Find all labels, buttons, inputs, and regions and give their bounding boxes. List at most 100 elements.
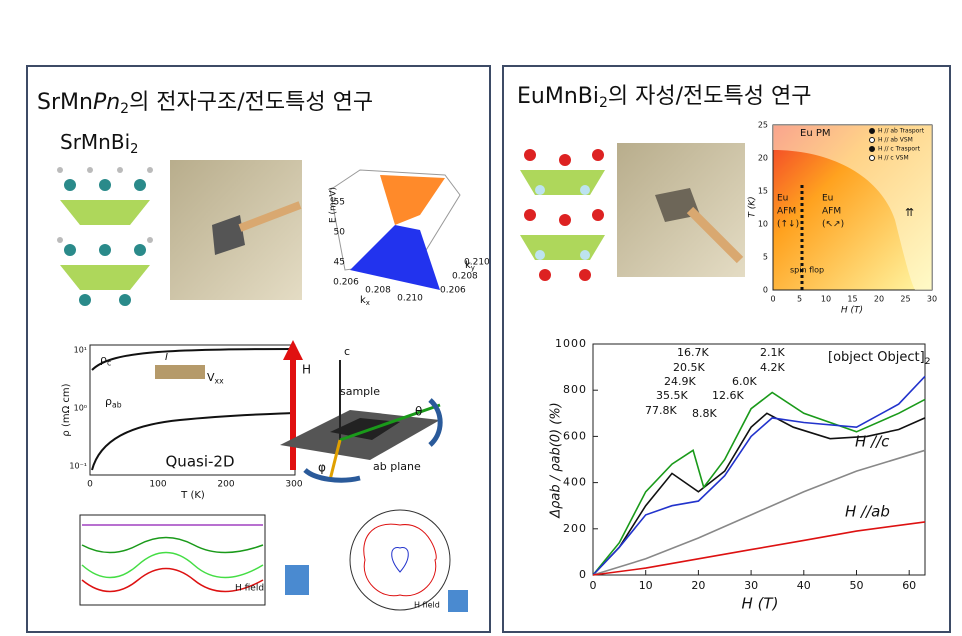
label: Eu bbox=[822, 194, 833, 204]
label: 15 bbox=[847, 295, 857, 304]
label: Eu PM bbox=[800, 128, 831, 139]
mr-curve bbox=[592, 521, 926, 576]
label: sample bbox=[340, 385, 380, 398]
angle-curves bbox=[81, 524, 264, 593]
label: 0 bbox=[87, 480, 93, 490]
rho-c-curve bbox=[91, 348, 294, 371]
left-title: SrMnPn2의 전자구조/전도특성 연구 bbox=[37, 90, 373, 117]
label: 20 bbox=[874, 295, 884, 304]
label-sub: xx bbox=[215, 376, 225, 385]
crystal-sample bbox=[212, 215, 245, 255]
label: ky bbox=[465, 260, 475, 272]
label: 0.206 bbox=[333, 278, 359, 288]
label: H (T) bbox=[742, 595, 779, 613]
label: kx bbox=[360, 295, 370, 307]
label: T (K) bbox=[180, 490, 205, 501]
mr-frame bbox=[592, 343, 926, 576]
label: H // ab Trasport bbox=[878, 128, 925, 135]
label: 55 bbox=[334, 198, 345, 208]
label-sub: ab bbox=[112, 400, 122, 409]
label: Quasi-2D bbox=[166, 453, 235, 471]
rho-ab-curve bbox=[91, 412, 294, 471]
label: 30 bbox=[927, 295, 937, 304]
legend-marker bbox=[869, 128, 875, 134]
phase-boundary bbox=[773, 125, 932, 290]
crystal-right bbox=[520, 149, 605, 281]
label: 25 bbox=[900, 295, 910, 304]
label: φ bbox=[318, 461, 326, 475]
label: 77.8K bbox=[645, 404, 677, 417]
label: E (meV) bbox=[329, 187, 339, 223]
label: 100 bbox=[149, 480, 166, 490]
label: 300 bbox=[285, 480, 302, 490]
label-base: ρ bbox=[105, 395, 112, 408]
label: ab plane bbox=[373, 460, 421, 473]
label: Eu bbox=[777, 194, 788, 204]
label: H // c Trasport bbox=[878, 146, 921, 153]
label: [object Object]2 bbox=[828, 350, 930, 367]
label-sub: 2 bbox=[925, 356, 931, 366]
label: Vxx bbox=[207, 371, 224, 385]
label: H bbox=[302, 363, 311, 377]
label: 16.7K bbox=[677, 346, 709, 359]
label: 6.0K bbox=[732, 375, 757, 388]
label: 600 bbox=[563, 429, 587, 442]
label: 10 bbox=[821, 295, 831, 304]
legend-marker bbox=[869, 146, 875, 152]
label: (↑↓) bbox=[777, 220, 799, 230]
label: 0.210 bbox=[397, 294, 423, 304]
label: 10¹ bbox=[74, 346, 87, 355]
right-title: EuMnBi2의 자성/전도특성 연구 bbox=[517, 84, 811, 111]
band-plot bbox=[329, 169, 461, 290]
label: 15 bbox=[758, 187, 768, 196]
label: 20 bbox=[691, 579, 705, 592]
label: 0 bbox=[579, 568, 587, 581]
label: 60 bbox=[902, 579, 916, 592]
label: ρ (mΩ cm) bbox=[61, 383, 72, 436]
label: T (K) bbox=[748, 196, 758, 217]
label: H // c VSM bbox=[878, 155, 909, 162]
label: 0 bbox=[590, 579, 597, 592]
label: 0.208 bbox=[452, 272, 478, 282]
label: H // ab VSM bbox=[878, 137, 913, 144]
label: 0.210 bbox=[464, 258, 490, 268]
field-block bbox=[448, 590, 468, 612]
left-subtitle: SrMnBi2 bbox=[60, 130, 138, 157]
label: H field bbox=[235, 584, 264, 594]
label: I bbox=[165, 352, 168, 363]
stick bbox=[238, 201, 302, 232]
crystal-left bbox=[57, 167, 153, 306]
label: 4.2K bbox=[760, 361, 785, 374]
label: 200 bbox=[563, 522, 587, 535]
label-base: ρ bbox=[100, 353, 107, 366]
label: 50 bbox=[334, 228, 346, 238]
label-base: k bbox=[465, 260, 471, 271]
legend-marker bbox=[869, 137, 875, 143]
label: H field bbox=[414, 601, 440, 610]
label: 0.206 bbox=[440, 286, 466, 296]
label: 10 bbox=[639, 579, 653, 592]
label: 5 bbox=[763, 253, 768, 262]
label: 2.1K bbox=[760, 346, 785, 359]
label: 0.208 bbox=[365, 286, 391, 296]
label: 10 bbox=[758, 220, 768, 229]
label: 30 bbox=[744, 579, 758, 592]
label: 25 bbox=[758, 121, 768, 130]
label-base: V bbox=[207, 371, 215, 384]
label: 20 bbox=[758, 154, 768, 163]
mr-curve bbox=[592, 391, 926, 576]
label: 50 bbox=[849, 579, 863, 592]
label: 12.6K bbox=[712, 389, 744, 402]
rotation-diagram bbox=[280, 340, 443, 483]
label: H (T) bbox=[841, 306, 863, 316]
mr-curve bbox=[592, 375, 926, 576]
label: 1000 bbox=[555, 337, 587, 350]
label: spin flop bbox=[790, 266, 824, 275]
mr-curve bbox=[592, 449, 926, 576]
polar-curve bbox=[391, 547, 409, 573]
label: 35.5K bbox=[656, 389, 688, 402]
stick bbox=[686, 206, 744, 264]
label: 24.9K bbox=[664, 375, 696, 388]
label-sub: y bbox=[471, 264, 475, 272]
